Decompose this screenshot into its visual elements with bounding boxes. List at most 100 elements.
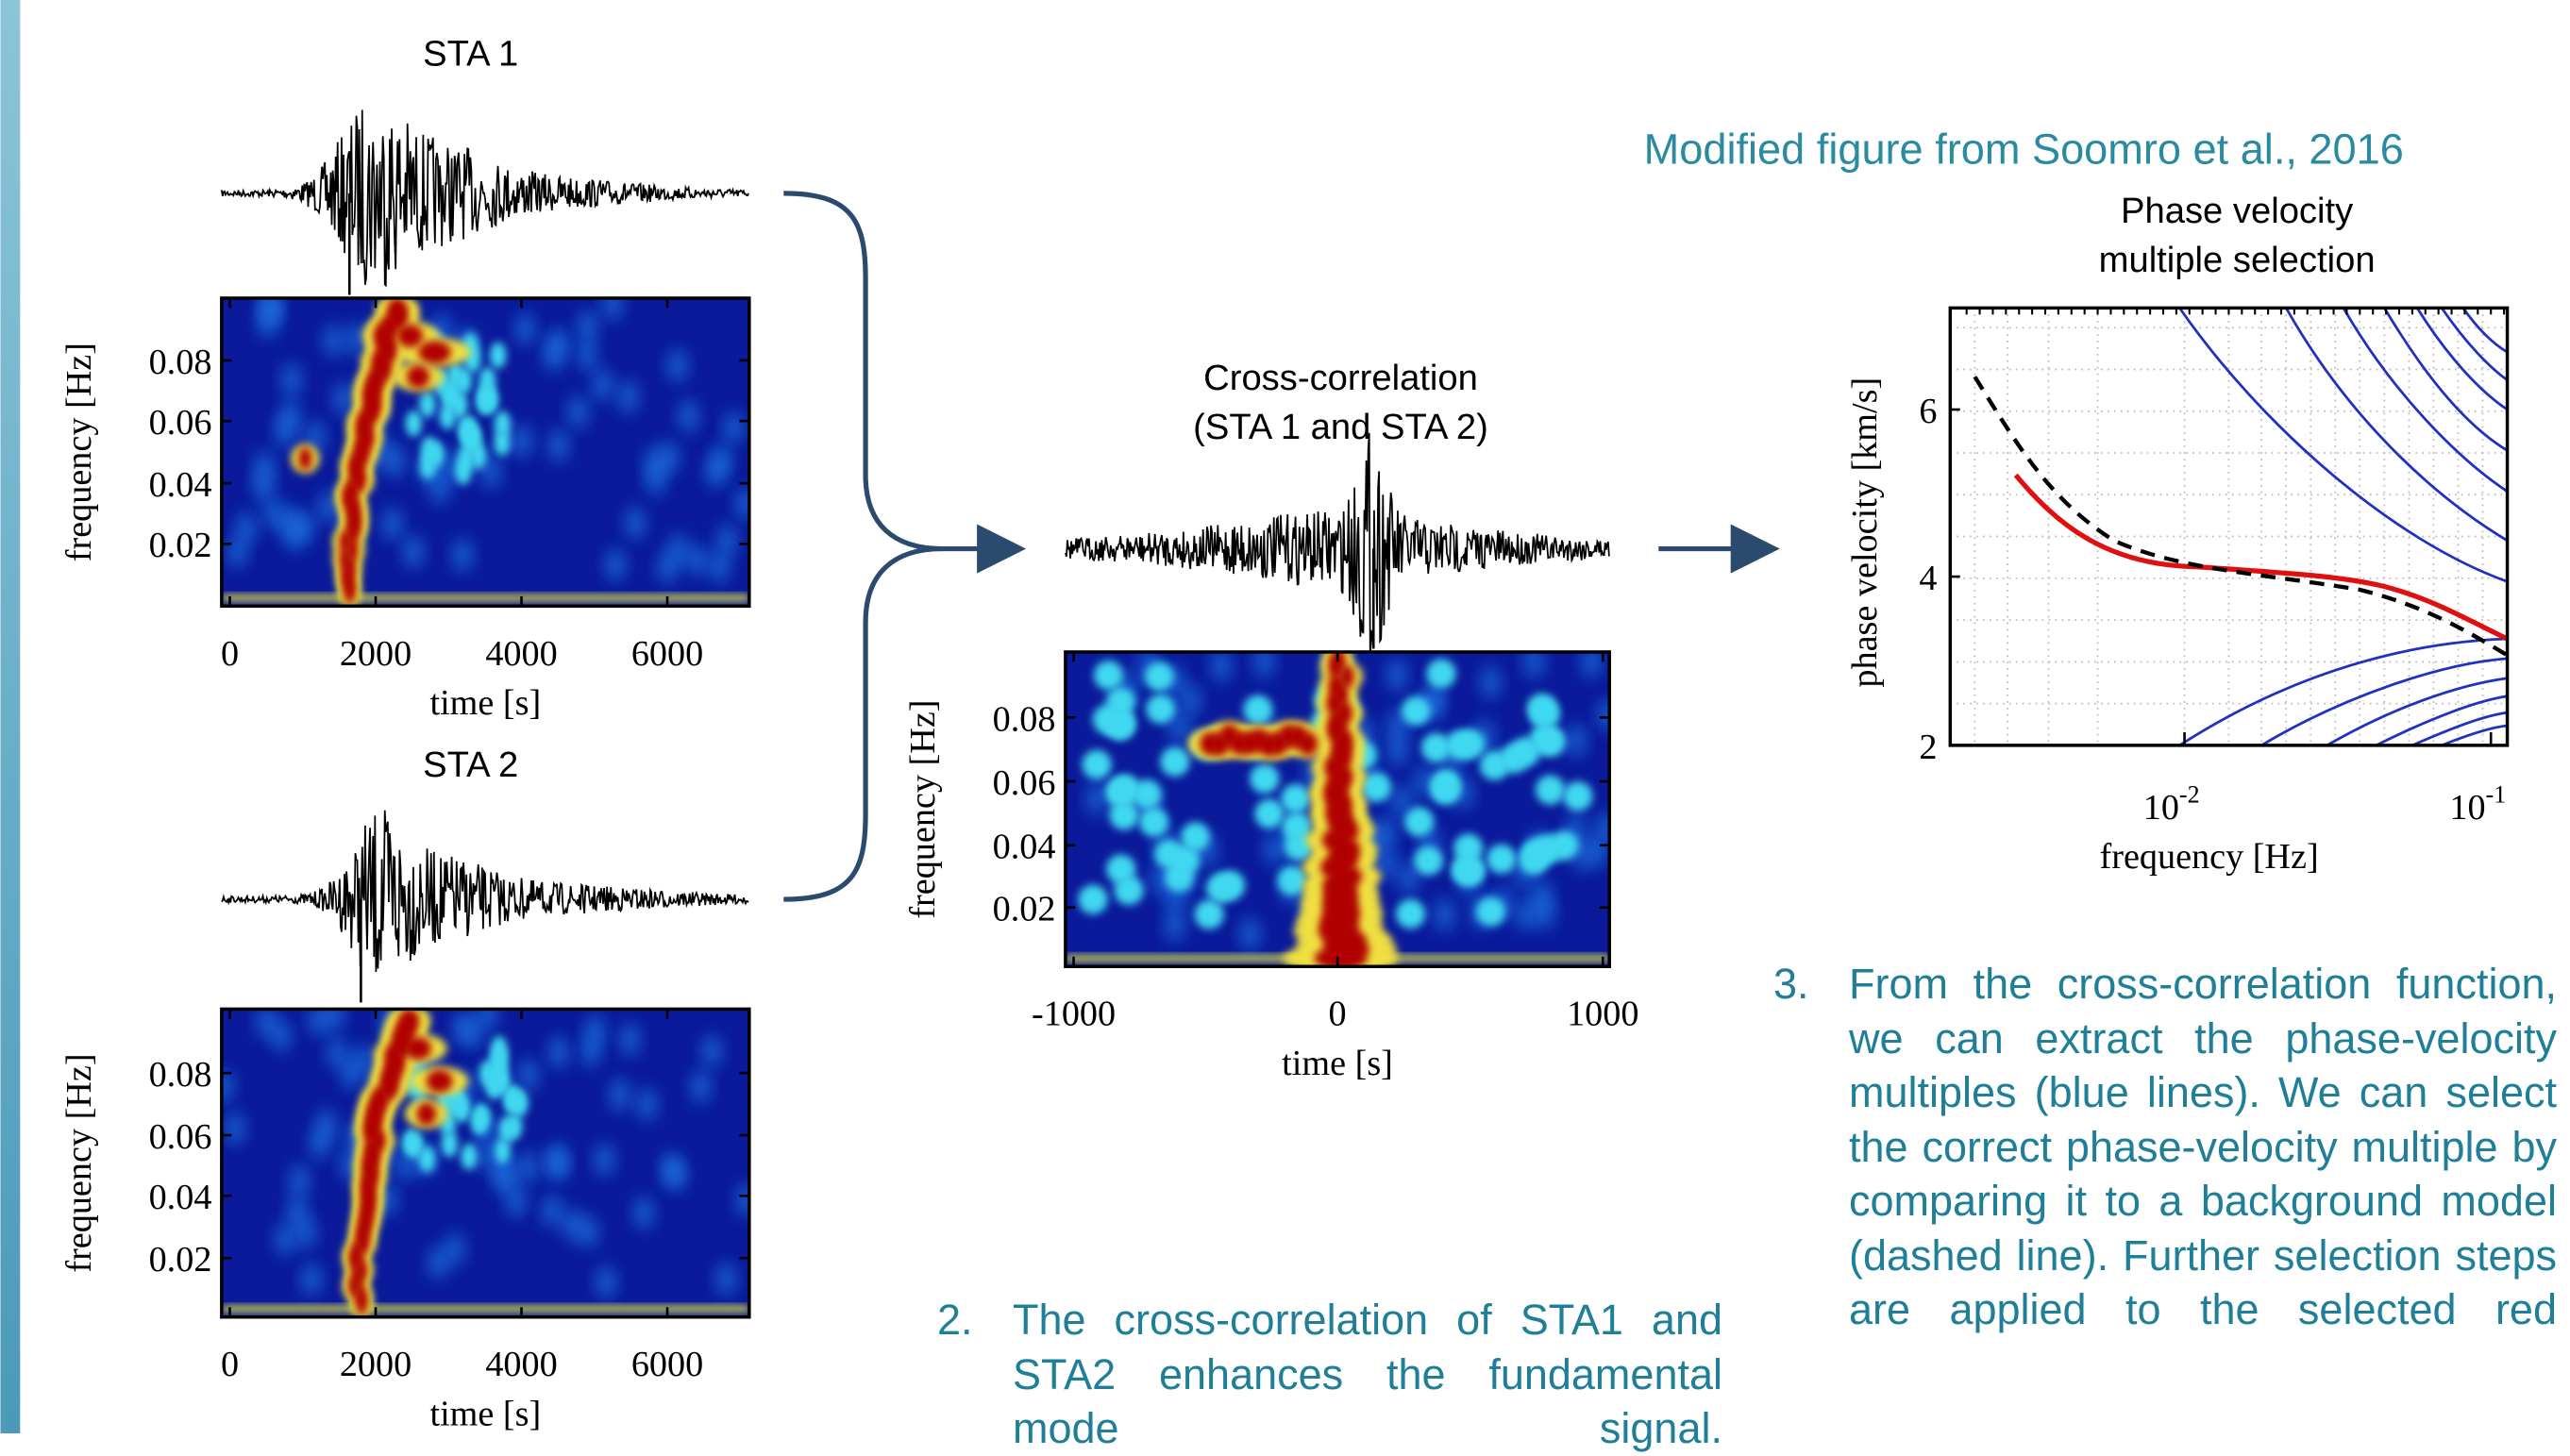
spectral-blob [324, 1009, 344, 1032]
x-tick-label: 4000 [485, 634, 557, 674]
spectral-blob [453, 1011, 474, 1045]
spectral-blob [1391, 784, 1412, 818]
spectral-blob [1519, 845, 1549, 876]
spectral-blob [1451, 855, 1481, 885]
side-bar [0, 0, 21, 1433]
spectral-blob [618, 380, 639, 413]
x-tick-label: -1000 [1032, 995, 1116, 1034]
spectral-blob [548, 428, 569, 462]
connector [783, 545, 943, 902]
spectral-blob [715, 1262, 736, 1296]
multiples [2178, 308, 2508, 745]
spectral-blob [225, 1112, 245, 1146]
x-tick-label: 2000 [340, 1345, 412, 1384]
x-tick-label: 10-1 [2449, 781, 2506, 828]
spectral-blob [701, 1034, 722, 1068]
spectral-blob [445, 1232, 465, 1266]
spectral-blob [1211, 651, 1232, 682]
spectral-blob [419, 391, 436, 418]
spectral-blob [1205, 873, 1236, 903]
step-text: From the cross-correlation function, we … [1849, 960, 2557, 1333]
spectral-blob [406, 1131, 424, 1159]
y-axis-label: phase velocity [km/s] [1845, 377, 1885, 688]
spectral-blob [547, 1146, 568, 1180]
spectral-blob [1595, 812, 1610, 845]
spectral-blob [548, 1035, 569, 1069]
panel-title: STA 2 [423, 745, 518, 785]
axes-frame [220, 1007, 751, 1319]
x-tick-label: 4000 [485, 1345, 557, 1384]
source-note: Modified figure from Soomro et al., 2016 [1644, 126, 2404, 174]
spectral-blob [1106, 854, 1136, 884]
spectral-blob [1139, 807, 1169, 837]
x-tick-label: 0 [1329, 995, 1347, 1034]
spectral-blob [455, 459, 472, 485]
spectral-blob [498, 1116, 515, 1144]
y-axis-label: frequency [Hz] [903, 699, 943, 918]
spectral-blob [605, 548, 626, 581]
spectral-blob [281, 363, 302, 396]
spectral-blob [619, 1023, 640, 1056]
spectral-blob [578, 310, 598, 343]
spectral-blob [1264, 832, 1285, 866]
spectral-blob [318, 491, 339, 525]
step-text: The cross-correlation of STA1 and STA2 e… [1013, 1296, 1722, 1452]
y-tick-label: 0.04 [993, 828, 1056, 867]
spectral-blob [1086, 781, 1107, 815]
spectral-blob [263, 497, 284, 530]
spectral-blob [667, 348, 688, 382]
spectral-blob [491, 1035, 508, 1063]
spectral-blob [1239, 917, 1260, 951]
panel-title: multiple selection [2099, 240, 2376, 280]
ridge-core [418, 341, 451, 364]
spectral-blob [316, 1109, 337, 1143]
ridge-core [407, 365, 430, 389]
spectral-blob [1376, 846, 1397, 880]
spectrogram [1065, 651, 1610, 967]
spectrogram [221, 297, 749, 607]
spectral-blob [494, 1137, 511, 1164]
connector [783, 191, 1027, 574]
spectral-blob [1435, 898, 1454, 932]
ridge-core [1298, 732, 1319, 756]
spectral-blob [548, 326, 568, 360]
spectrogram-panel: 0.08 0.06 0.04 0.02 0 2000 4000 6000 time [s] fre… [59, 296, 751, 723]
x-axis-label: frequency [Hz] [2100, 837, 2319, 877]
y-tick-label: 0.06 [149, 1117, 212, 1157]
spectral-blob [489, 342, 507, 369]
spectrogram-panel: 0.08 0.06 0.04 0.02 0 2000 4000 6000 time [s] fre… [59, 1007, 751, 1433]
spectral-blob [1082, 749, 1112, 779]
spectral-blob [480, 455, 501, 489]
spectral-blob [735, 487, 749, 520]
spectral-blob [610, 1078, 630, 1112]
spectral-blob [567, 395, 588, 429]
spectral-blob [494, 1068, 511, 1096]
step-number: 3. [1773, 960, 1809, 1008]
tick-base: 10 [2143, 788, 2179, 828]
spectral-blob [1146, 694, 1176, 725]
spectral-blob [596, 1265, 616, 1299]
ridge-core [387, 297, 408, 321]
spectral-blob [1426, 659, 1456, 689]
tick-exponent: -2 [2179, 781, 2200, 809]
spectral-blob [1563, 781, 1593, 812]
spectral-blob [418, 1146, 436, 1173]
spectral-blob [595, 1143, 614, 1177]
spectral-blob [1415, 764, 1436, 798]
spectral-blob [453, 1096, 471, 1123]
spectral-blob [341, 1056, 361, 1090]
spectral-blob [577, 338, 597, 372]
spectral-blob [253, 469, 274, 503]
spectral-blob [275, 1222, 295, 1256]
waveform [220, 109, 749, 288]
spectral-blob [1165, 908, 1185, 942]
spectral-blob [259, 297, 279, 321]
panel-title: STA 1 [423, 33, 518, 74]
spectral-blob [636, 1087, 657, 1121]
spectral-blob [1253, 651, 1274, 678]
y-tick-label: 0.06 [149, 403, 212, 443]
spectral-blob [441, 1130, 458, 1158]
spectral-blob [439, 448, 460, 482]
